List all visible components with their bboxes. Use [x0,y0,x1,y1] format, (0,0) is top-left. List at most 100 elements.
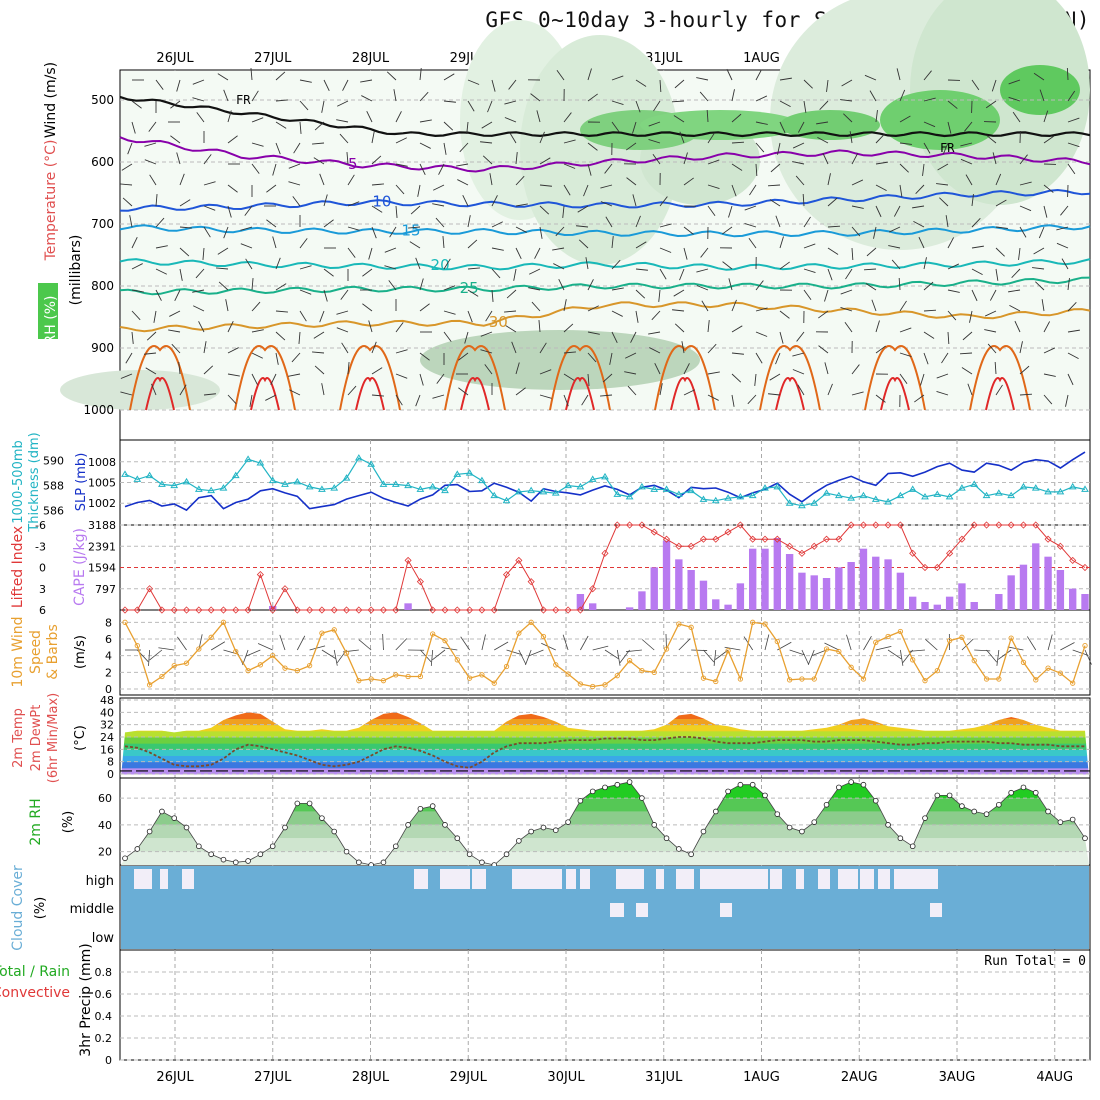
wind-barb [504,310,517,313]
wind-barb [1067,278,1070,291]
wind-barb [701,300,709,312]
wind-barb [275,310,288,313]
wind-barb [539,226,543,239]
wind-barb [936,391,949,396]
wind-barb [1033,247,1045,255]
wind-barb [1038,226,1045,239]
thickness-point [539,487,548,495]
wind-barb [192,97,205,102]
lifted-index-point [527,578,535,586]
upper-ylabel: RH (%) [43,296,59,345]
wind-barb [312,351,325,354]
thickness-point [514,487,523,495]
wind-barb [679,131,685,144]
wind-barb [840,307,853,312]
lifted-index-point [502,571,511,579]
rh2m-panel: 20 40 60 2m RH (%) [28,779,1090,868]
high-cloud-gap [700,869,768,889]
wind-barb [1041,299,1045,312]
surface-band [121,410,1089,439]
lifted-index-point [626,521,634,529]
lifted-index-point [429,606,437,614]
wind-barb [843,113,853,123]
panel-frame-wind10 [119,609,1091,696]
lifted-index-point [699,535,708,543]
wind-barb [193,305,205,312]
wind-barb [611,75,624,81]
wind-barb [960,158,973,165]
cloud-background [121,866,1089,949]
freezing-level-line [119,95,1091,138]
li-tick-label: 6 [39,604,46,617]
wind-speed-point [602,682,608,688]
cape-bar [970,602,978,610]
wind-barb [635,289,646,299]
temp-contour-label: 25 [460,279,479,297]
wind-speed-point [959,634,965,640]
temp-band [121,730,1089,738]
wind-barb [347,226,360,231]
wind-barb [1043,347,1056,354]
thickness-point [761,484,769,491]
lifted-index-point [650,528,658,536]
rh-point [860,781,867,788]
rh-point [848,779,854,785]
wind-barb [395,137,407,144]
wind-barb [816,121,829,125]
wind-barb [177,636,187,651]
cape-bar [712,599,720,610]
wind-barb [148,649,151,666]
wind-barb [851,391,864,396]
li-tick-label: -3 [35,540,46,553]
wind-barb [875,134,885,144]
rh-legend-swatch [38,283,58,339]
wind-barb [600,201,613,207]
wind-barb [995,384,1003,396]
lifted-index-point [724,528,732,536]
rh-point [552,827,559,833]
rh-point [429,803,436,809]
wind-barb [218,281,229,291]
wind-barb [291,352,301,363]
wind-barb [432,203,445,207]
wind-barb [275,99,288,102]
wind-barb [707,159,720,165]
wind-barb [508,79,517,90]
wind-barb [789,649,805,656]
wind-barb [366,111,373,123]
lifted-index-point [736,521,744,529]
wind-barb [731,163,743,171]
rh-point [294,800,301,807]
wind-speed-point [356,678,362,684]
cape-bar [835,567,843,610]
cape-panel: -6 -3 0 3 6 797 1594 2391 3188 Lifted Index CAPE (… [10,519,1090,617]
wind-barb [707,132,715,144]
wind-barb [122,197,133,207]
slp-tick-label: 1005 [88,477,116,490]
wind-barb [1012,111,1021,123]
wind-barb [266,219,277,228]
lifted-index-point [786,542,794,550]
high-cloud-gap [770,869,782,889]
rh-point [799,828,805,835]
wind-barb [289,389,301,396]
wind-barb [217,73,229,81]
wind-barb [755,163,758,177]
wind-barb [217,247,229,255]
pressure-tick-label: 1000 [83,403,114,417]
wind-barb [323,289,328,302]
rh-point [405,822,411,828]
thickness-point [994,489,1003,496]
wind-barb [1047,634,1053,651]
middle-cloud-gap [610,903,624,917]
rh-point [922,815,928,821]
wind-barb [1067,142,1080,148]
wind-barb [578,239,589,249]
wind-barb [467,215,471,228]
cape-bar [761,548,769,610]
wind-barb [840,289,853,295]
wind-barb [464,331,469,344]
wind-barb [818,345,829,354]
rh-point [725,788,731,795]
wind-barb [764,634,770,651]
